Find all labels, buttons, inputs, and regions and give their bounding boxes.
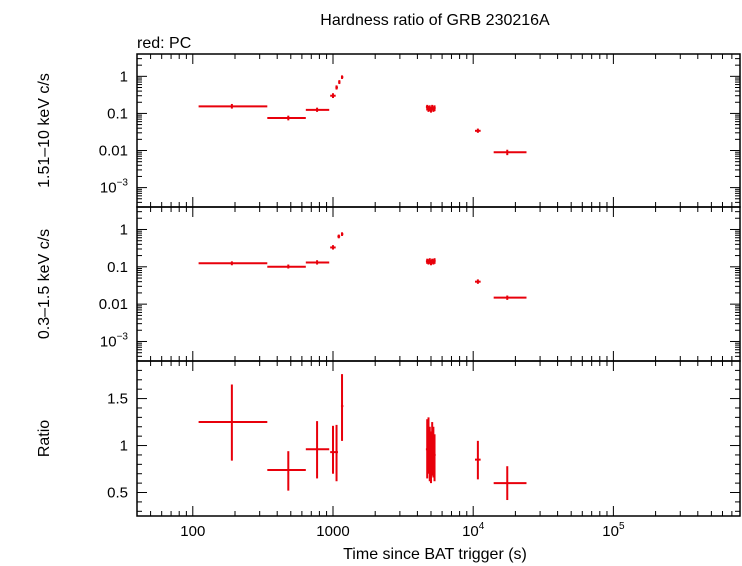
y-tick-label: 1 (120, 221, 128, 238)
data-point (474, 440, 481, 480)
y-tick-label: 0.01 (99, 296, 128, 313)
y-tick-label: 0.5 (107, 485, 128, 502)
data-point (335, 85, 338, 90)
data-point (305, 421, 330, 479)
panels: 1 0.1 0.01 10−3 1.51–10 keV c/s 1 0.1 0.01 10−3 0… (36, 53, 741, 517)
data-point (335, 424, 338, 482)
data-point (305, 260, 330, 265)
panel-ratio: 1.5 1 0.5 Ratio (36, 360, 741, 517)
y-tick-label: 0.01 (99, 143, 128, 160)
x-axis-label: Time since BAT trigger (s) (343, 546, 527, 563)
y-tick-label: 0.1 (107, 259, 128, 276)
y-tick-label: 1 (120, 68, 128, 85)
panel-frame (136, 360, 741, 517)
panel-soft: 1 0.1 0.01 10−3 0.3–1.5 keV c/s (36, 206, 741, 362)
data-point (433, 434, 436, 482)
data-point (267, 451, 306, 491)
y-tick-label: 1 (120, 438, 128, 455)
data-point (305, 107, 330, 112)
data-point (198, 103, 268, 109)
panel-frame (136, 206, 741, 362)
data-point (493, 466, 527, 501)
chart-title: Hardness ratio of GRB 230216A (320, 12, 550, 29)
y-tick-label: 0.1 (107, 105, 128, 122)
chart-subtitle: red: PC (137, 35, 191, 52)
panel-hard: 1 0.1 0.01 10−3 1.51–10 keV c/s (36, 53, 741, 208)
data-point (474, 279, 481, 284)
y-axis-label: 0.3–1.5 keV c/s (36, 229, 53, 339)
y-tick-label: 10−3 (100, 178, 129, 197)
data-point (340, 75, 344, 79)
data-point (338, 80, 341, 85)
data-point (330, 425, 336, 474)
data-point (474, 128, 481, 133)
x-tick-label: 100 (180, 523, 205, 540)
data-point (433, 258, 436, 264)
data-point (340, 374, 344, 441)
panel-frame (136, 53, 741, 208)
y-axis-label: Ratio (36, 420, 53, 457)
y-tick-label: 1.5 (107, 391, 128, 408)
data-point (198, 261, 268, 266)
data-point (340, 232, 344, 236)
x-tick-label: 105 (602, 521, 625, 540)
y-axis-label: 1.51–10 keV c/s (36, 73, 53, 188)
data-point (267, 264, 306, 269)
data-point (493, 149, 527, 156)
data-point (267, 115, 306, 121)
x-tick-label: 104 (462, 521, 485, 540)
data-point (493, 295, 527, 300)
x-tick-label: 1000 (316, 523, 349, 540)
y-tick-label: 10−3 (100, 331, 129, 350)
data-point (330, 93, 336, 99)
data-point (330, 245, 336, 250)
x-tick-labels: 100 1000 104 105 (180, 521, 625, 540)
data-point (337, 234, 341, 239)
data-point (198, 384, 268, 461)
data-point (433, 105, 436, 112)
